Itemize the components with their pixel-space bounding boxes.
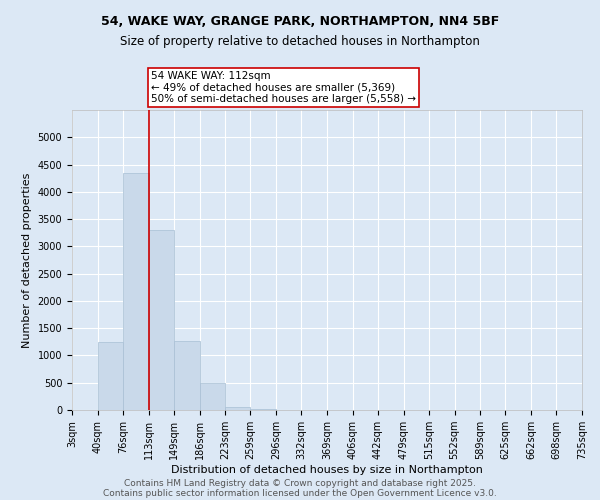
X-axis label: Distribution of detached houses by size in Northampton: Distribution of detached houses by size … [171,465,483,475]
Bar [250,409,276,410]
Bar [174,340,199,410]
Bar [225,408,250,410]
Text: Contains public sector information licensed under the Open Government Licence v3: Contains public sector information licen… [103,488,497,498]
Text: Size of property relative to detached houses in Northampton: Size of property relative to detached ho… [120,35,480,48]
Bar [123,172,149,410]
Bar [98,342,123,410]
Text: Contains HM Land Registry data © Crown copyright and database right 2025.: Contains HM Land Registry data © Crown c… [124,478,476,488]
Y-axis label: Number of detached properties: Number of detached properties [22,172,32,348]
Bar [199,384,225,410]
Text: 54 WAKE WAY: 112sqm
← 49% of detached houses are smaller (5,369)
50% of semi-det: 54 WAKE WAY: 112sqm ← 49% of detached ho… [151,71,416,104]
Bar [149,230,174,410]
Text: 54, WAKE WAY, GRANGE PARK, NORTHAMPTON, NN4 5BF: 54, WAKE WAY, GRANGE PARK, NORTHAMPTON, … [101,15,499,28]
